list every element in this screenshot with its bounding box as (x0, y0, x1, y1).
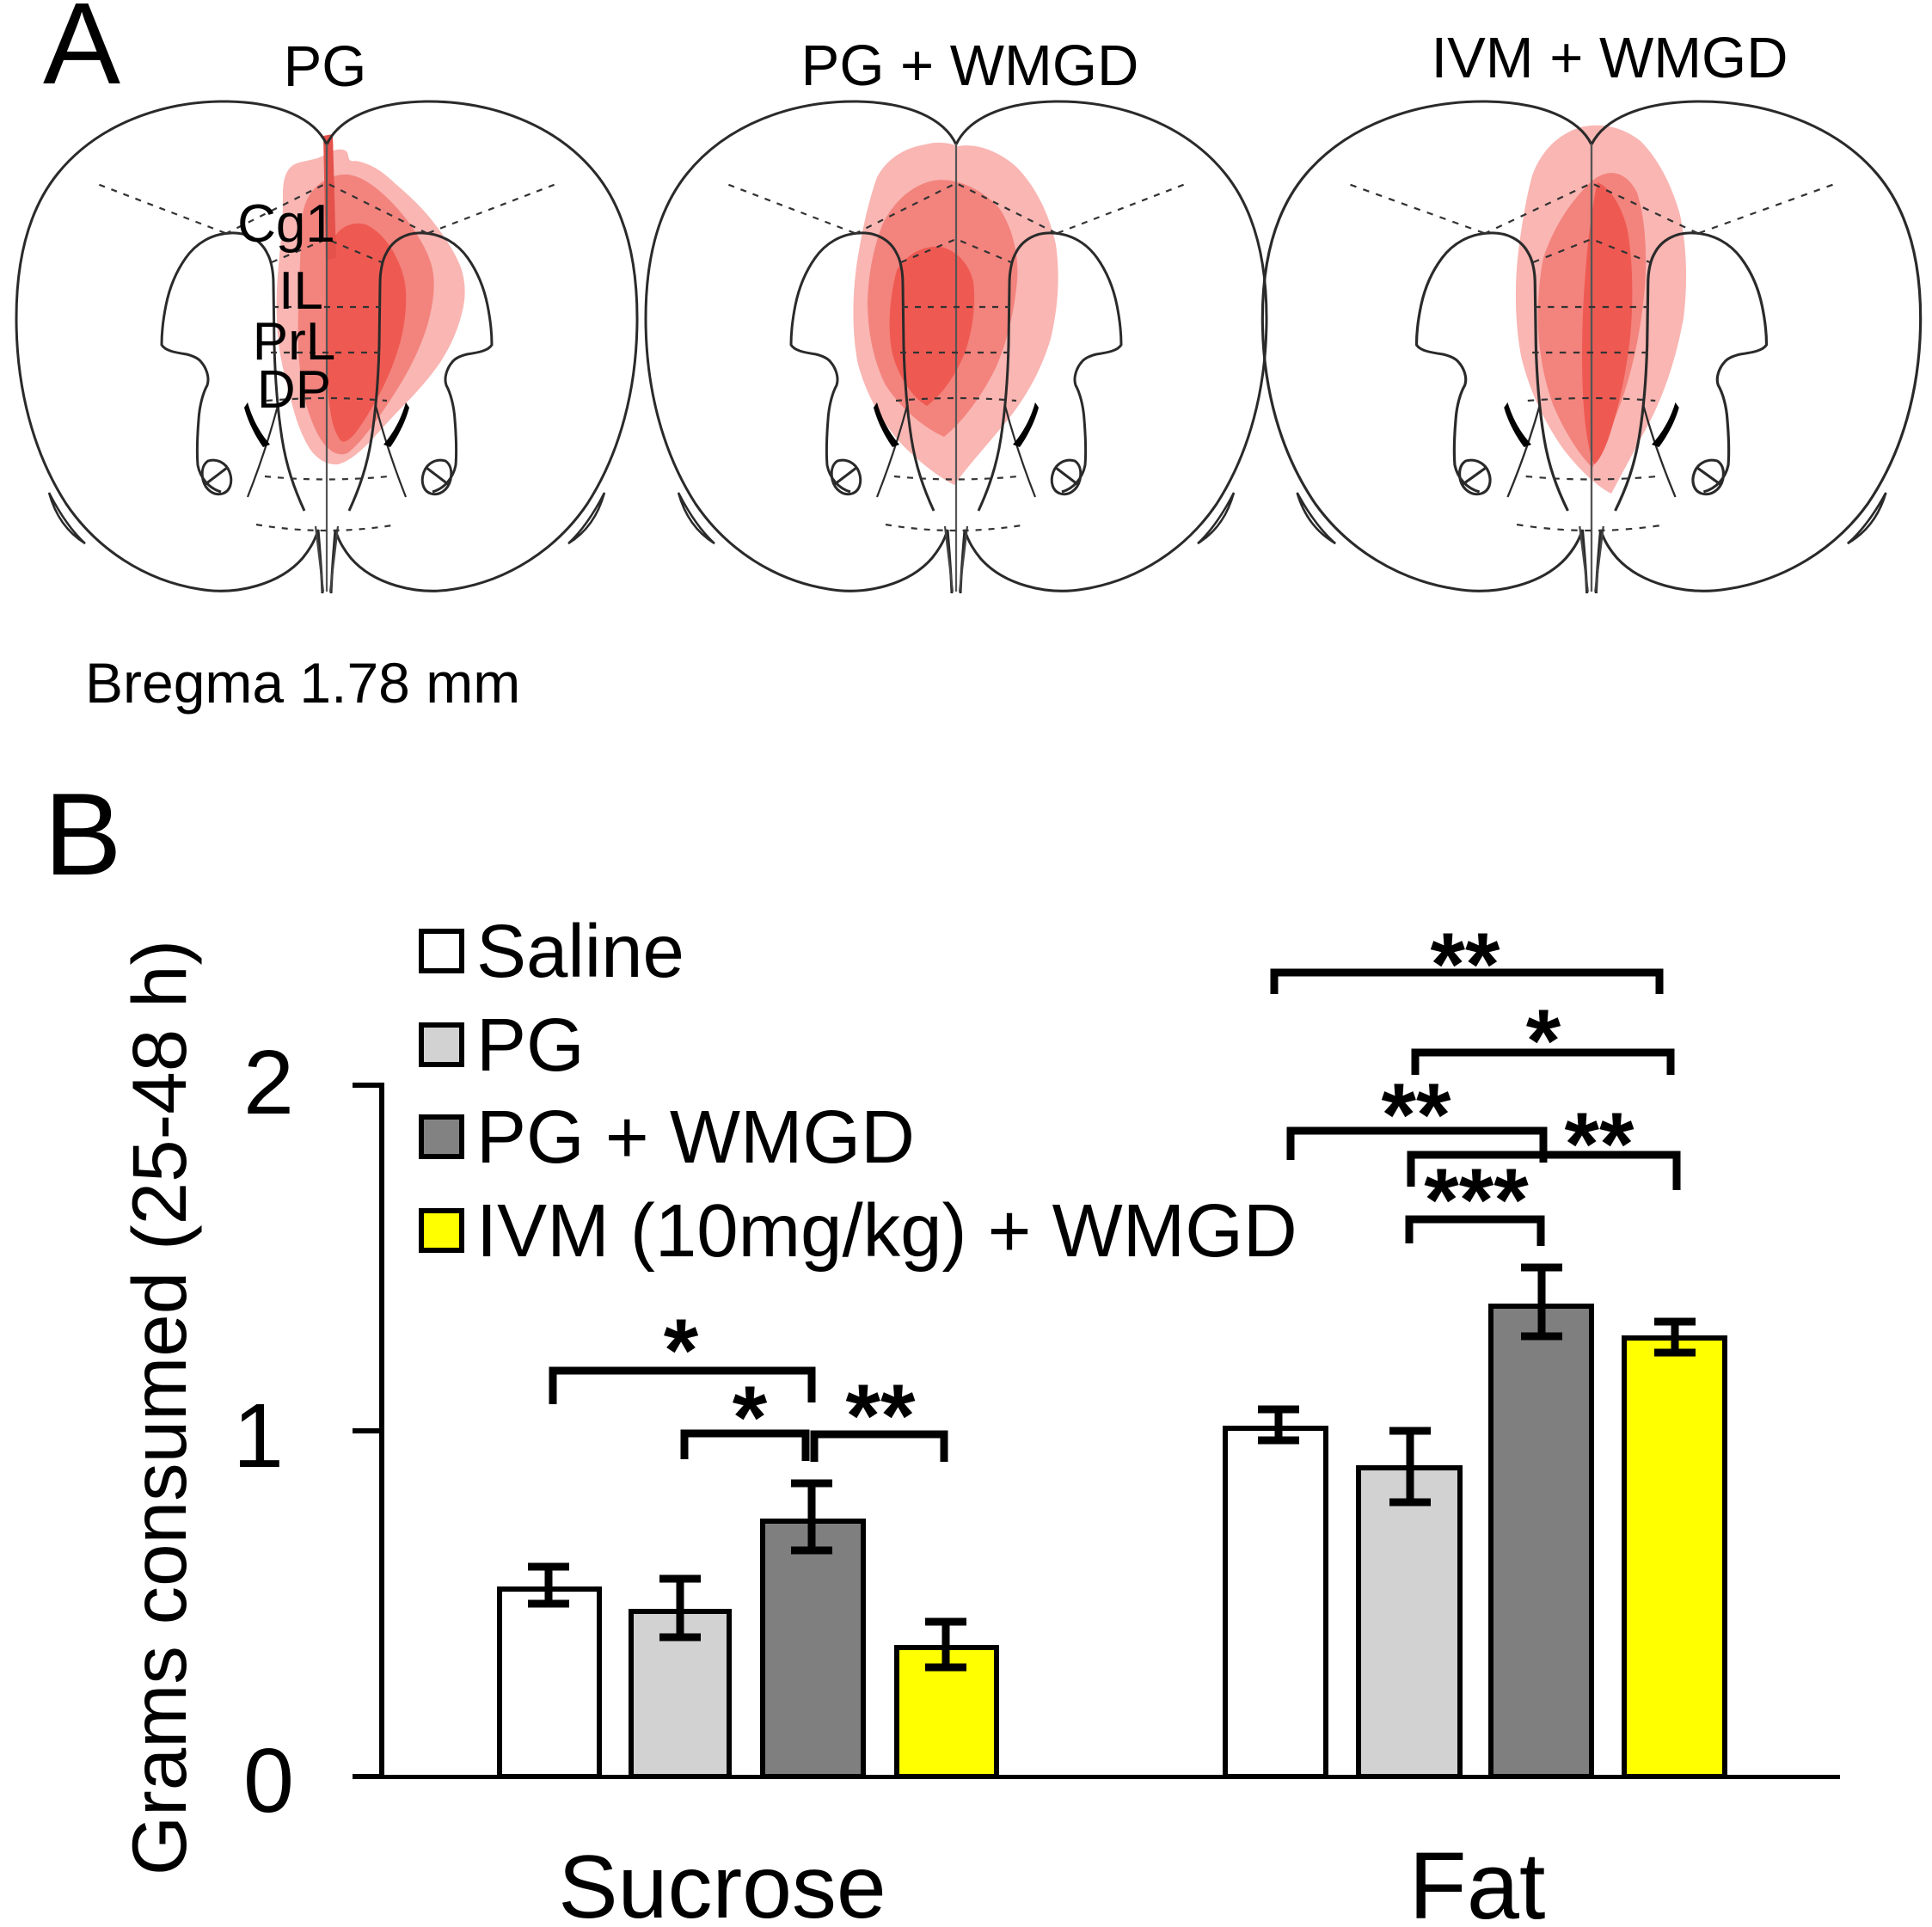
svg-text:Cg1: Cg1 (237, 194, 335, 254)
svg-text:Sucrose: Sucrose (558, 1838, 886, 1927)
svg-text:Bregma 1.78 mm: Bregma 1.78 mm (85, 651, 520, 715)
svg-text:PG + WMGD: PG + WMGD (801, 34, 1139, 98)
svg-text:Saline: Saline (476, 910, 684, 993)
svg-text:2: 2 (243, 1032, 294, 1133)
svg-text:**: ** (1382, 1065, 1451, 1165)
svg-text:**: ** (846, 1366, 916, 1466)
svg-text:PG + WMGD: PG + WMGD (476, 1095, 915, 1179)
svg-text:Grams consumed (25-48 h): Grams consumed (25-48 h) (116, 940, 202, 1875)
svg-text:1: 1 (233, 1385, 284, 1487)
svg-text:Fat: Fat (1409, 1833, 1546, 1927)
svg-text:IVM (10mg/kg) + WMGD: IVM (10mg/kg) + WMGD (476, 1189, 1297, 1273)
svg-text:PG: PG (284, 34, 367, 99)
svg-text:IL: IL (279, 261, 323, 321)
svg-text:*: * (1526, 991, 1561, 1091)
svg-text:PG: PG (476, 1003, 585, 1087)
svg-text:*: * (733, 1368, 768, 1468)
svg-text:A: A (43, 0, 120, 108)
svg-text:B: B (44, 769, 122, 899)
svg-text:**: ** (1431, 915, 1500, 1015)
svg-text:0: 0 (243, 1730, 294, 1832)
svg-text:**: ** (1565, 1095, 1635, 1194)
svg-text:*: * (664, 1301, 699, 1401)
svg-text:IVM + WMGD: IVM + WMGD (1431, 26, 1788, 90)
svg-text:PrL: PrL (253, 312, 335, 371)
svg-text:***: *** (1424, 1151, 1529, 1250)
svg-text:DP: DP (257, 360, 331, 420)
